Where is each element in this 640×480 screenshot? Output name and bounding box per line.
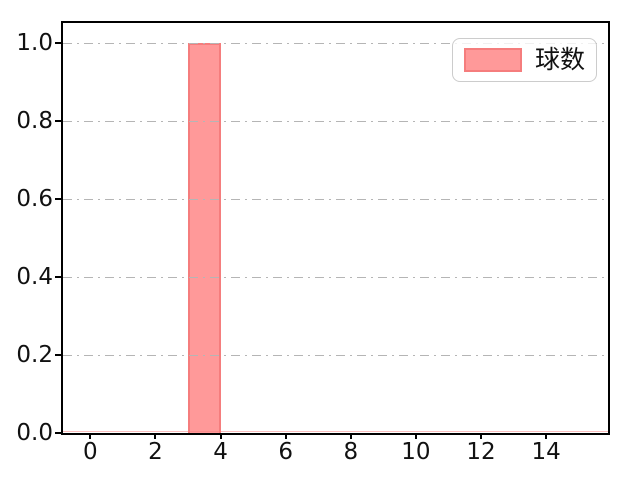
zero-baseline: [63, 431, 608, 432]
bars-layer: [63, 23, 608, 433]
x-tick-2: [154, 433, 157, 439]
gridline-y-0.6: [63, 199, 608, 200]
x-tick-label-8: 8: [343, 439, 359, 465]
y-tick-label-0.2: 0.2: [16, 342, 53, 368]
x-tick-0: [89, 433, 92, 439]
legend-label: 球数: [534, 45, 585, 74]
x-tick-label-6: 6: [278, 439, 294, 465]
gridline-y-1: [63, 43, 608, 44]
plot-area: 球数: [61, 21, 610, 435]
bar-球数: [188, 43, 221, 433]
x-tick-8: [349, 433, 352, 439]
x-tick-12: [480, 433, 483, 439]
x-tick-label-12: 12: [466, 439, 496, 465]
grid-layer: [63, 23, 608, 433]
y-tick-label-0.4: 0.4: [16, 264, 53, 290]
x-tick-4: [219, 433, 222, 439]
x-tick-label-10: 10: [401, 439, 431, 465]
x-tick-label-4: 4: [213, 439, 228, 465]
x-tick-label-14: 14: [531, 439, 561, 465]
y-tick-1.0: [55, 42, 61, 44]
gridline-y-0.8: [63, 121, 608, 122]
x-tick-label-2: 2: [148, 439, 163, 465]
y-tick-0.4: [55, 276, 61, 278]
y-tick-0.0: [55, 432, 61, 434]
gridline-y-0.2: [63, 355, 608, 356]
y-tick-0.6: [55, 198, 61, 200]
x-tick-6: [284, 433, 287, 439]
x-tick-14: [545, 433, 548, 439]
y-tick-label-0.0: 0.0: [16, 420, 53, 446]
legend: 球数: [451, 38, 597, 82]
x-tick-label-0: 0: [83, 439, 98, 465]
x-tick-10: [414, 433, 417, 439]
y-tick-0.2: [55, 354, 61, 356]
gridline-y-0.4: [63, 277, 608, 278]
y-tick-0.8: [55, 120, 61, 122]
legend-swatch: [463, 48, 522, 72]
y-tick-label-0.6: 0.6: [16, 186, 53, 212]
y-tick-label-0.8: 0.8: [16, 108, 53, 134]
y-tick-label-1.0: 1.0: [16, 30, 53, 56]
